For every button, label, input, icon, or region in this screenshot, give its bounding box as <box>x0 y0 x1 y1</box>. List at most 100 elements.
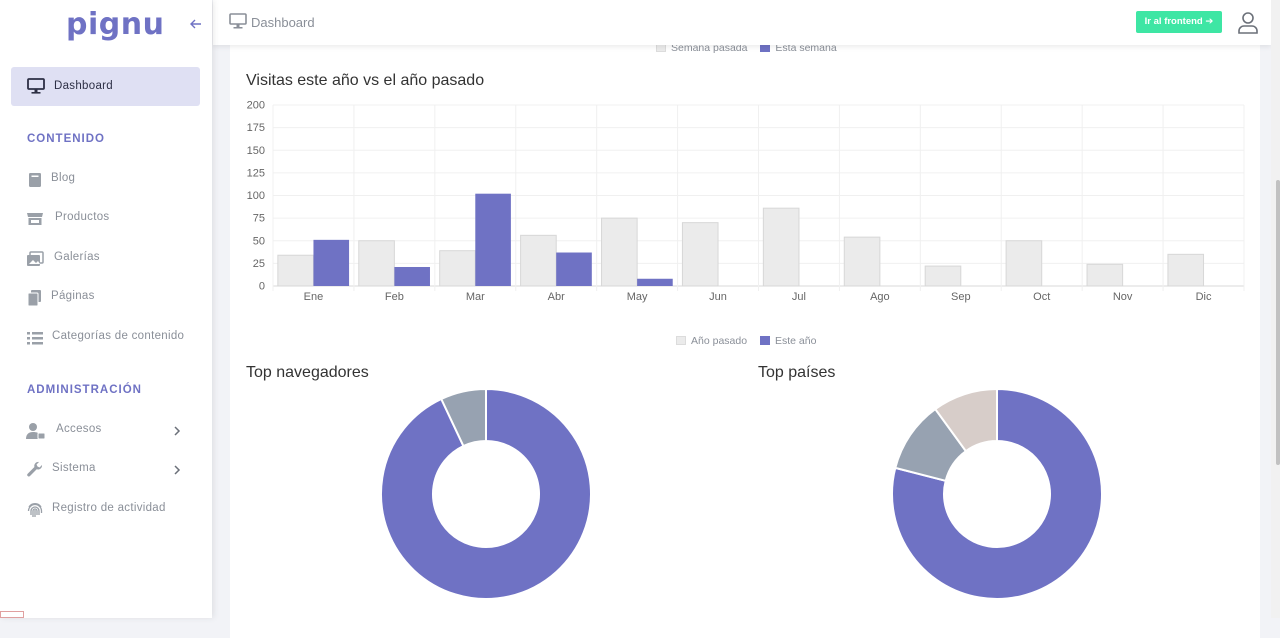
legend-this-year[interactable]: Este año <box>774 335 817 347</box>
x-tick-label: Nov <box>1113 291 1133 303</box>
sidebar-item-label: Registro de actividad <box>52 502 166 514</box>
x-tick-label: Ene <box>304 291 324 303</box>
x-tick-label: May <box>627 291 648 303</box>
store-icon <box>27 213 43 225</box>
images-icon <box>27 251 44 266</box>
countries-donut-chart <box>891 387 1103 600</box>
y-tick-label: 150 <box>247 145 265 157</box>
arrow-left-icon[interactable] <box>188 16 204 32</box>
sidebar-item-label: Blog <box>51 172 76 184</box>
legend-this-week[interactable]: Esta semana <box>775 42 837 54</box>
year-legend: Año pasado Este año <box>676 335 816 347</box>
legend-last-week[interactable]: Semana pasada <box>671 42 748 54</box>
sidebar-item-label: Categorías de contenido <box>52 330 185 342</box>
bar-last-year[interactable] <box>762 207 800 287</box>
bar-this-year[interactable] <box>394 266 430 286</box>
app-logo[interactable]: pignu <box>66 7 165 42</box>
sidebar-item-paginas[interactable]: Páginas <box>0 283 212 313</box>
monitor-icon <box>27 78 45 94</box>
bar-this-year[interactable] <box>313 239 350 286</box>
sidebar-item-label: Productos <box>55 211 110 223</box>
sidebar-item-label: Dashboard <box>54 80 113 92</box>
legend-swatch-this-week <box>760 43 771 52</box>
sidebar-item-label: Accesos <box>56 423 102 435</box>
bar-last-year[interactable] <box>681 222 719 287</box>
bar-last-year[interactable] <box>924 265 962 287</box>
legend-last-year[interactable]: Año pasado <box>691 335 748 347</box>
bar-last-year[interactable] <box>277 254 314 287</box>
bar-last-year[interactable] <box>1005 240 1043 287</box>
x-tick-label: Oct <box>1033 291 1050 303</box>
bar-last-year[interactable] <box>843 236 881 287</box>
scrollbar-thumb[interactable] <box>1276 180 1280 465</box>
sidebar-item-categorias[interactable]: Categorías de contenido <box>0 323 212 353</box>
x-tick-label: Dic <box>1196 291 1212 303</box>
chevron-right-icon <box>174 465 181 475</box>
x-tick-label: Feb <box>385 291 404 303</box>
bar-last-year[interactable] <box>601 217 638 287</box>
bar-last-year[interactable] <box>358 240 395 287</box>
section-title-administracion: ADMINISTRACIÓN <box>27 384 142 396</box>
legend-swatch-last-year <box>676 336 686 345</box>
sidebar-item-galerias[interactable]: Galerías <box>0 244 212 274</box>
user-lock-icon <box>26 423 46 440</box>
bar-this-year[interactable] <box>637 278 673 286</box>
countries-chart-title: Top países <box>758 364 836 381</box>
sidebar-item-dashboard[interactable]: Dashboard <box>11 67 200 106</box>
y-tick-label: 50 <box>253 235 265 247</box>
bar-last-year[interactable] <box>1167 253 1205 287</box>
y-tick-label: 200 <box>247 100 265 112</box>
copy-icon <box>27 290 41 307</box>
y-tick-label: 125 <box>247 167 265 179</box>
y-tick-label: 25 <box>253 258 265 270</box>
corner-indicator <box>0 611 24 618</box>
section-title-contenido: CONTENIDO <box>27 133 105 145</box>
sidebar-item-registro[interactable]: Registro de actividad <box>0 495 212 525</box>
week-legend: Semana pasada Esta semana <box>656 42 837 54</box>
sidebar-item-label: Sistema <box>52 462 96 474</box>
browsers-chart-title: Top navegadores <box>246 364 369 381</box>
y-tick-label: 175 <box>247 122 265 134</box>
sidebar-item-blog[interactable]: Blog <box>0 165 212 195</box>
book-icon <box>29 173 41 187</box>
sidebar-item-label: Páginas <box>51 290 95 302</box>
bar-chart-title: Visitas este año vs el año pasado <box>246 72 485 89</box>
page-scrollbar[interactable] <box>1271 0 1280 618</box>
user-icon[interactable] <box>1236 10 1260 34</box>
dashboard-card: Semana pasada Esta semana Visitas este a… <box>230 38 1260 638</box>
bar-this-year[interactable] <box>475 193 511 286</box>
x-tick-label: Jun <box>709 291 727 303</box>
sidebar: pignu Dashboard CONTENIDO Blog Productos… <box>0 0 212 618</box>
sidebar-item-sistema[interactable]: Sistema <box>0 455 212 485</box>
sidebar-item-label: Galerías <box>54 251 100 263</box>
fingerprint-icon <box>27 503 43 517</box>
bar-last-year[interactable] <box>520 234 557 287</box>
sidebar-item-accesos[interactable]: Accesos <box>0 416 212 446</box>
list-icon <box>27 332 43 345</box>
donut-slice[interactable] <box>439 387 487 448</box>
top-header: Dashboard Ir al frontend ➔ <box>213 0 1271 45</box>
donut-slice[interactable] <box>380 387 592 600</box>
bar-this-year[interactable] <box>556 252 592 286</box>
visits-bar-chart: 0 25 50 75 100 125 150 175 200 Ene Feb Mar Abr May Jun… <box>247 100 1245 303</box>
x-tick-label: Sep <box>951 291 971 303</box>
x-tick-label: Abr <box>548 291 565 303</box>
x-tick-label: Ago <box>870 291 890 303</box>
y-tick-label: 75 <box>253 213 265 225</box>
legend-swatch-this-year <box>759 336 770 345</box>
wrench-icon <box>27 461 43 477</box>
go-to-frontend-button[interactable]: Ir al frontend ➔ <box>1136 11 1222 33</box>
donut-slice[interactable] <box>933 387 998 453</box>
bar-last-year[interactable] <box>439 250 476 287</box>
bar-last-year[interactable] <box>1086 263 1124 287</box>
x-tick-label: Jul <box>792 291 806 303</box>
y-tick-label: 100 <box>247 190 265 202</box>
sidebar-item-productos[interactable]: Productos <box>0 204 212 234</box>
x-tick-label: Mar <box>466 291 485 303</box>
chevron-right-icon <box>174 426 181 436</box>
monitor-icon <box>229 13 247 29</box>
breadcrumb[interactable]: Dashboard <box>251 15 315 30</box>
y-tick-label: 0 <box>259 281 265 293</box>
donut-slice[interactable] <box>891 387 1103 600</box>
browsers-donut-chart <box>380 387 592 600</box>
